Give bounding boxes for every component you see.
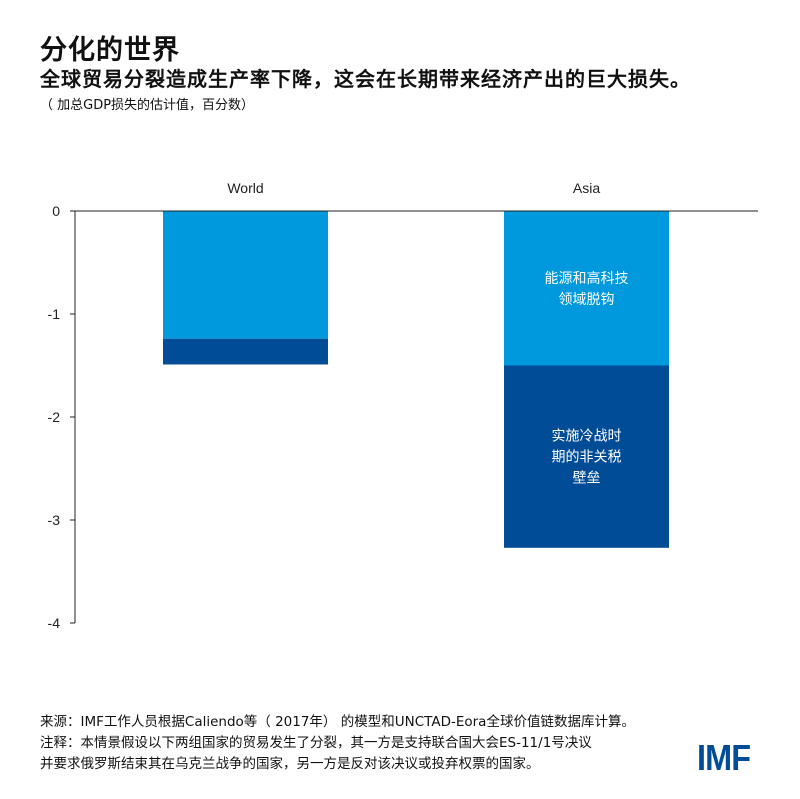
bar-annotation-label: 期的非关税 — [552, 450, 622, 466]
source-text: 来源：IMF工作人员根据Caliendo等（ 2017年） 的模型和UNCTAD… — [40, 714, 635, 730]
bar-annotation-label: 能源和高科技 — [545, 270, 629, 287]
chart-subtitle: 全球贸易分裂造成生产率下降，这会在长期带来经济产出的巨大损失。 — [40, 67, 691, 91]
category-label-world: World — [227, 180, 263, 196]
chart-units-note: （ 加总GDP损失的估计值，百分数） — [40, 98, 255, 113]
bar-world-segment-1 — [163, 338, 328, 365]
footer: 来源：IMF工作人员根据Caliendo等（ 2017年） 的模型和UNCTAD… — [40, 712, 635, 775]
y-tick-label: -2 — [48, 409, 61, 425]
imf-logo: IMF — [697, 737, 751, 778]
y-tick-label: -1 — [48, 306, 61, 322]
note-text-1: 注释：本情景假设以下两组国家的贸易发生了分裂，其一方是支持联合国大会ES-11/… — [40, 735, 592, 751]
note-text-2: 并要求俄罗斯结束其在乌克兰战争的国家，另一方是反对该决议或投弃权票的国家。 — [40, 756, 540, 772]
y-tick-label: 0 — [52, 203, 60, 219]
bar-world-segment-0 — [163, 211, 328, 339]
y-tick-label: -3 — [48, 512, 61, 528]
y-tick-label: -4 — [48, 615, 61, 631]
bar-annotation-label: 领域脱钩 — [559, 292, 615, 308]
bar-asia-segment-0 — [504, 211, 669, 366]
bar-annotation-label: 实施冷战时 — [552, 429, 622, 445]
bar-asia-segment-1 — [504, 365, 669, 548]
bar-annotation-label: 壁垒 — [573, 471, 601, 487]
category-label-asia: Asia — [573, 180, 600, 196]
chart-title: 分化的世界 — [40, 35, 180, 66]
